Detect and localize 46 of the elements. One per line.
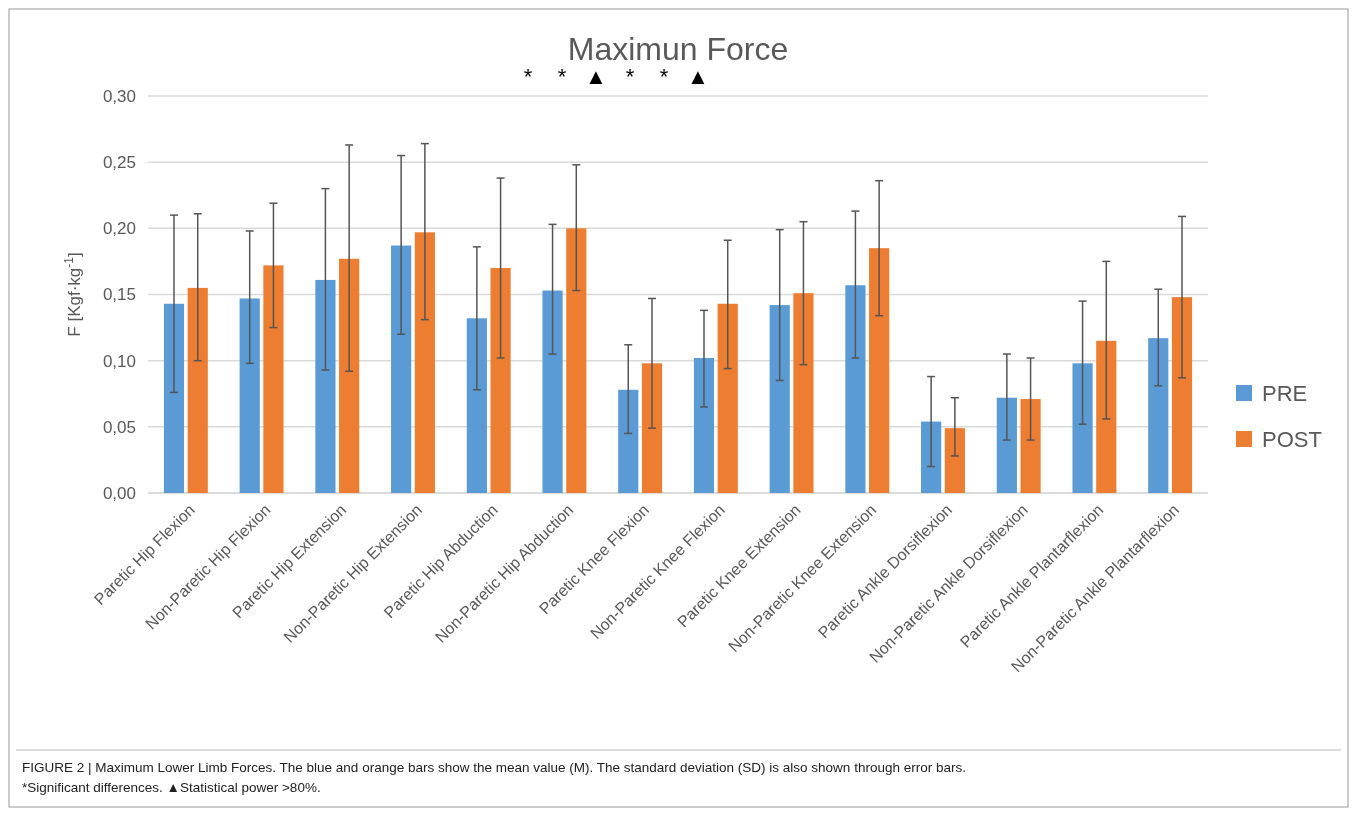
bar <box>315 279 336 493</box>
bar <box>339 258 360 493</box>
legend-label: PRE <box>1262 380 1308 406</box>
text: * <box>523 64 533 89</box>
bar <box>1020 399 1041 493</box>
chart-title: Maximun Force <box>567 31 789 67</box>
bar <box>1148 338 1169 493</box>
text: * <box>659 64 669 89</box>
bar <box>996 397 1017 493</box>
bar <box>693 358 715 493</box>
legend-label: POST <box>1262 426 1322 452</box>
bar <box>1072 363 1093 493</box>
y-tick-label: 0,10 <box>102 351 136 371</box>
bar <box>717 303 738 493</box>
bar <box>466 318 487 493</box>
y-tick-label: 0,15 <box>102 285 136 305</box>
text: *Significant differences. ▲Statistical power >80%. <box>22 780 321 795</box>
bar <box>921 421 942 493</box>
text: * <box>557 64 567 89</box>
bar <box>542 290 563 493</box>
bar <box>641 363 663 493</box>
bar <box>944 428 965 493</box>
bar <box>566 228 587 493</box>
bar <box>263 265 284 493</box>
bar <box>1171 297 1193 493</box>
bar <box>414 232 435 493</box>
text: * <box>625 64 635 89</box>
bar <box>793 293 814 493</box>
bar <box>845 285 866 493</box>
bar <box>1096 340 1117 493</box>
text: ▲ <box>687 64 709 89</box>
y-tick-label: 0,20 <box>102 219 136 239</box>
bar <box>618 389 639 493</box>
bar <box>239 298 260 493</box>
bar <box>869 248 890 493</box>
text: ▲ <box>585 64 607 89</box>
y-tick-label: 0,00 <box>102 483 136 503</box>
y-tick-label: 0,05 <box>102 417 136 437</box>
bar <box>769 305 790 493</box>
bar <box>391 245 412 493</box>
bar <box>163 303 185 493</box>
bar <box>490 268 511 493</box>
bar <box>187 287 208 493</box>
caption: FIGURE 2 | Maximum Lower Limb Forces. The blue and orange bars show the mean value (M). The standard deviation (SD) is also shown through error bars. <box>22 760 966 775</box>
y-tick-label: 0,25 <box>102 153 136 173</box>
y-tick-label: 0,30 <box>102 86 136 106</box>
